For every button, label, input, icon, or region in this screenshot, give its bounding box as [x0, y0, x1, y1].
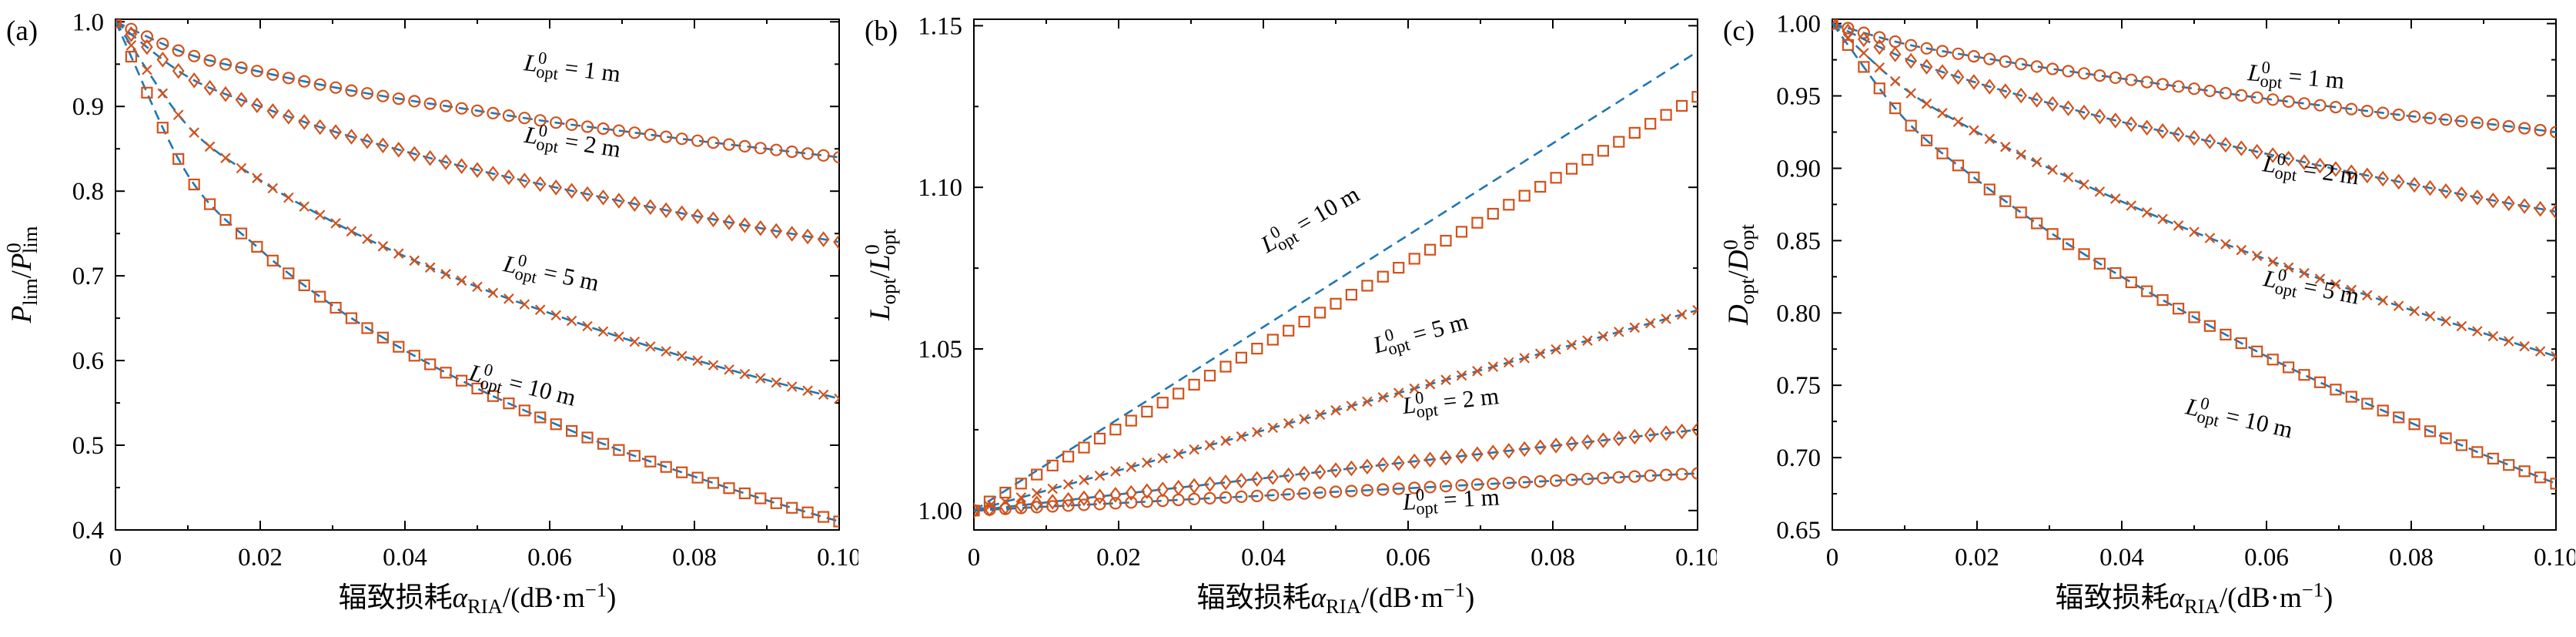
x-axis-label: 辐致损耗αRIA/(dB·m−1)	[339, 578, 617, 618]
y-tick-label: 1.15	[918, 12, 962, 40]
tick-marks	[1832, 19, 2557, 531]
y-tick-label: 0.4	[72, 517, 104, 545]
x-axis-label: 辐致损耗αRIA/(dB·m−1)	[1197, 578, 1475, 618]
y-tick-label: 1.00	[918, 498, 962, 525]
figure-panel-c: (c) 0 0.02 0.04 0.06 0.08 0.10 0.65 0.70 0.75 0.80…	[1717, 0, 2575, 637]
x-tick-label: 0.02	[238, 544, 283, 572]
series-markers-2m	[115, 19, 839, 250]
x-tick-label: 0.08	[672, 544, 717, 572]
tick-marks	[115, 19, 840, 531]
series-line-2m	[1832, 22, 2556, 213]
y-tick-label: 0.85	[1776, 227, 1821, 255]
series-markers-1m	[1832, 19, 2556, 139]
curve-label-a: L0opt = 5 m	[500, 247, 602, 300]
series-line-2m	[115, 21, 839, 243]
plot-area	[974, 50, 1698, 519]
chart-c: (c) 0 0.02 0.04 0.06 0.08 0.10 0.65 0.70 0.75 0.80…	[1719, 11, 2575, 618]
plot-area	[115, 19, 839, 528]
series-line-10m	[974, 50, 1698, 511]
series-markers-1m	[115, 19, 839, 164]
series-markers-2m	[1832, 19, 2556, 220]
y-tick-label: 0.5	[72, 432, 104, 460]
panel-letter-b: (b)	[865, 15, 898, 47]
curve-label-a: L0opt = 2 m	[521, 118, 623, 166]
curve-label-b: L0opt = 2 m	[1400, 380, 1500, 423]
x-tick-label: 0.02	[1955, 544, 1999, 572]
x-tick-label: 0.04	[383, 544, 427, 572]
x-tick-label: 0	[968, 544, 981, 572]
x-tick-label: 0	[1826, 544, 1839, 572]
y-tick-label: 1.05	[918, 336, 962, 364]
x-tick-label: 0.06	[2244, 544, 2289, 572]
plot-area	[1832, 19, 2556, 490]
curve-label-b: L0opt = 5 m	[1369, 305, 1471, 362]
series-line-5m	[115, 21, 839, 400]
x-tick-label: 0	[109, 544, 122, 572]
axes-box	[115, 18, 840, 531]
curve-label-c: L0opt = 5 m	[2260, 262, 2362, 313]
curve-label-c: L0opt = 2 m	[2260, 147, 2361, 193]
chart-b: (b) 0 0.02 0.04 0.06 0.08 0.10 1.00 1.05 1.10 1.15…	[861, 12, 1717, 618]
x-tick-label: 0.10	[817, 544, 858, 572]
x-tick-label: 0.06	[1386, 544, 1430, 572]
figure-panel-a: (a) 0 0.02 0.04 0.06 0.08 0.10 0.4 0.5 0.6 0.7 0.8 0…	[0, 0, 858, 637]
x-tick-label: 0.10	[1675, 544, 1717, 572]
x-axis-label: 辐致损耗αRIA/(dB·m−1)	[2056, 578, 2333, 618]
x-tick-label: 0.10	[2534, 544, 2575, 572]
y-tick-label: 0.70	[1776, 444, 1821, 472]
curve-label-a: L0opt = 1 m	[521, 46, 622, 91]
y-tick-label: 0.6	[72, 347, 104, 375]
chart-a: (a) 0 0.02 0.04 0.06 0.08 0.10 0.4 0.5 0.6 0.7 0.8 0…	[2, 8, 858, 618]
axes-box	[1832, 18, 2557, 531]
y-tick-label: 0.7	[72, 263, 104, 290]
series-markers-5m	[115, 19, 839, 404]
series-markers-5m	[974, 304, 1698, 516]
y-tick-label: 0.80	[1776, 300, 1821, 327]
curve-label-b: L0opt = 10 m	[1254, 178, 1366, 261]
curve-label-c: L0opt = 1 m	[2246, 56, 2346, 98]
x-tick-label: 0.04	[1241, 544, 1286, 572]
series-markers-5m	[1832, 19, 2556, 362]
figure-panel-b: (b) 0 0.02 0.04 0.06 0.08 0.10 1.00 1.05 1.10 1.15…	[858, 0, 1717, 637]
series-markers-2m	[974, 421, 1698, 519]
x-tick-label: 0.08	[2389, 544, 2434, 572]
y-axis-label: Dopt/D0opt	[1719, 223, 1759, 326]
y-tick-label: 1.0	[72, 8, 104, 36]
y-tick-label: 0.75	[1776, 372, 1821, 400]
x-tick-label: 0.04	[2099, 544, 2144, 572]
series-line-5m	[1832, 22, 2556, 357]
x-tick-label: 0.02	[1096, 544, 1141, 572]
x-tick-label: 0.06	[527, 544, 572, 572]
series-line-10m	[115, 21, 839, 523]
series-markers-10m	[115, 19, 839, 528]
series-markers-1m	[974, 467, 1698, 517]
curve-label-c: L0opt = 10 m	[2182, 390, 2296, 447]
x-tick-label: 0.08	[1531, 544, 1575, 572]
panel-letter-c: (c)	[1723, 15, 1755, 47]
y-tick-label: 0.90	[1776, 156, 1821, 183]
y-axis-label: Lopt/L0opt	[861, 228, 901, 320]
y-tick-label: 0.65	[1776, 517, 1821, 545]
series-markers-10m	[1832, 19, 2556, 490]
y-tick-label: 0.95	[1776, 83, 1821, 111]
y-tick-label: 0.9	[72, 93, 104, 121]
y-tick-label: 1.00	[1776, 11, 1821, 39]
y-tick-label: 1.10	[918, 174, 962, 202]
series-markers-10m	[974, 91, 1698, 517]
curve-label-b: L0opt = 1 m	[1401, 481, 1500, 519]
y-tick-label: 0.8	[72, 178, 104, 206]
panel-letter-a: (a)	[6, 15, 38, 47]
y-axis-label: Plim/P0lim	[2, 226, 42, 324]
